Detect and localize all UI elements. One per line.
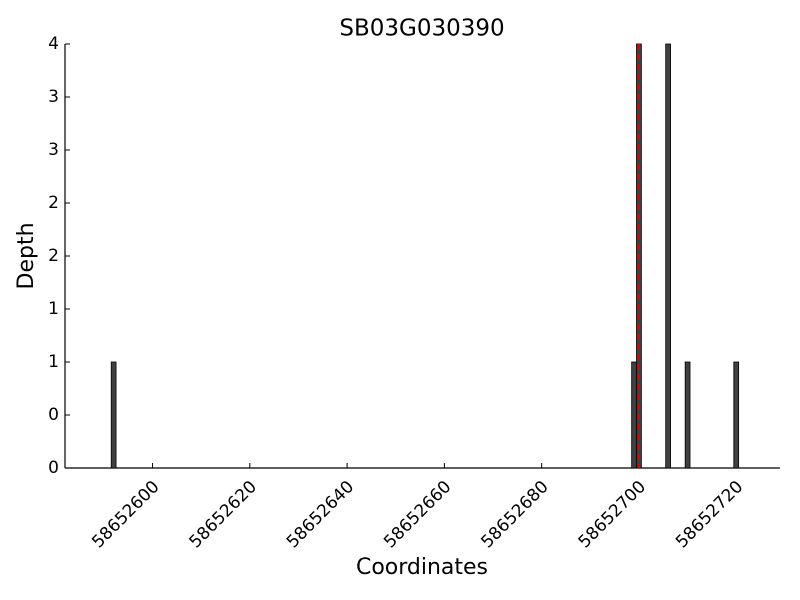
y-tick-label: 1 bbox=[48, 352, 59, 372]
bar bbox=[665, 43, 671, 469]
chart-title: SB03G030390 bbox=[339, 16, 504, 42]
y-tick-label: 0 bbox=[48, 458, 59, 478]
x-tick-label: 58652620 bbox=[186, 477, 261, 552]
y-tick-label: 2 bbox=[48, 193, 59, 213]
x-tick-label: 58652680 bbox=[477, 477, 552, 552]
y-axis-label: Depth bbox=[14, 222, 39, 289]
x-tick-label: 58652600 bbox=[88, 477, 163, 552]
bar bbox=[733, 361, 740, 469]
y-tick-label: 3 bbox=[48, 140, 59, 160]
x-tick-label: 58652640 bbox=[283, 477, 358, 552]
y-tick-label: 3 bbox=[48, 87, 59, 107]
x-axis-label: Coordinates bbox=[356, 555, 488, 580]
x-tick-label: 58652700 bbox=[575, 477, 650, 552]
x-tick-label: 58652720 bbox=[672, 477, 747, 552]
y-tick-label: 1 bbox=[48, 299, 59, 319]
x-tick-label: 58652660 bbox=[380, 477, 455, 552]
y-tick-label: 4 bbox=[48, 34, 59, 54]
y-tick-label: 0 bbox=[48, 405, 59, 425]
bar bbox=[110, 361, 117, 469]
y-tick-label: 2 bbox=[48, 246, 59, 266]
bar bbox=[684, 361, 691, 469]
bar bbox=[631, 361, 637, 469]
